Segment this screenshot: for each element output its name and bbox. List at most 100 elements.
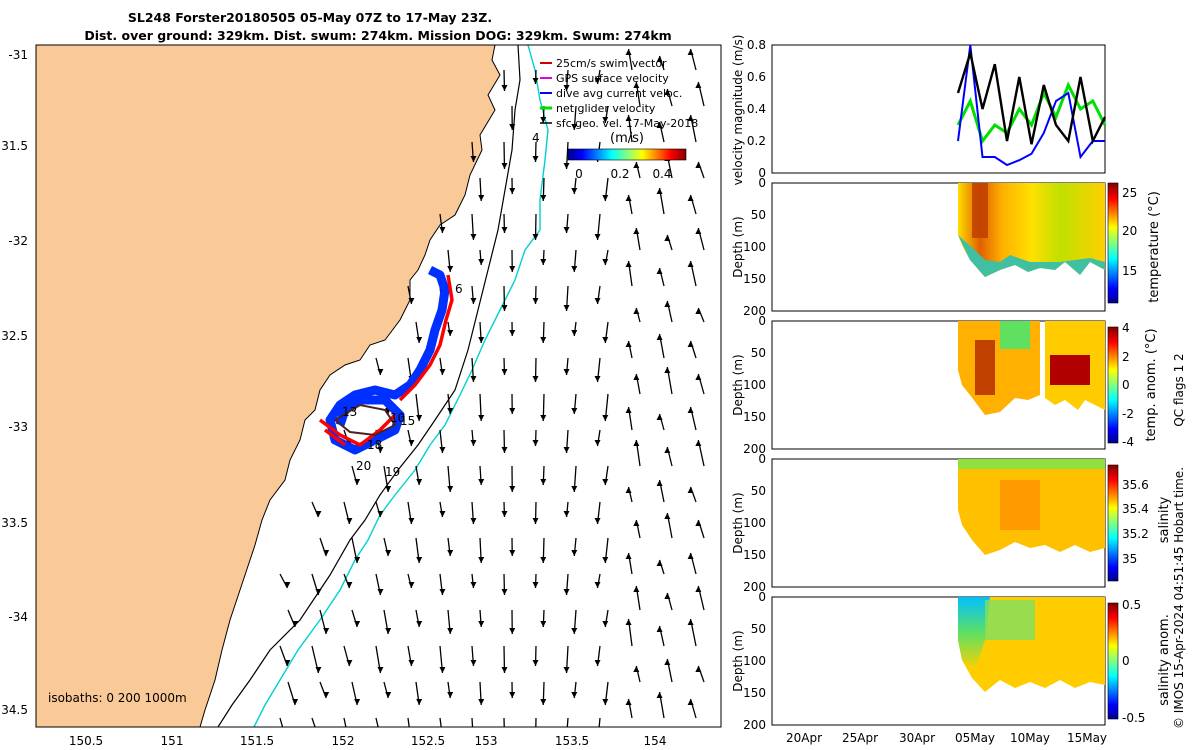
map-lon-ticks: 150.5 151 151.5 152 152.5 153 153.5 154 [69,734,667,748]
velocity-vector-head [346,518,353,524]
sal-cbar-tick-1: 35.4 [1122,502,1149,516]
velocity-vector-head [533,738,539,744]
velocity-vector-head [656,334,663,340]
day-label-13: 13 [342,405,357,419]
velocity-vector-head [687,195,694,201]
velocity-vector-head [664,301,671,307]
velocity-vector-head [633,162,640,168]
velocity-vector-head [439,667,446,673]
velocity-vector [471,717,474,727]
tanom-ytick-1: 50 [751,346,766,360]
sanom-ytick-0: 0 [758,590,766,604]
vel-ytick-2: 0.4 [747,102,766,116]
velocity-vector-head [501,511,508,517]
velocity-vector-head [416,337,423,343]
sanom-cbar-tick-0: 0.5 [1122,598,1141,612]
land-area [36,45,501,727]
sal-ytick-1: 50 [751,484,766,498]
velocity-vector-head [509,266,516,272]
velocity-vector-head [509,188,516,194]
vel-ytick-0: 0.8 [747,38,766,52]
velocity-vector-head [439,227,446,233]
lat-tick-7: 34.5 [1,703,28,717]
lat-tick-6: -34 [8,610,28,624]
velocity-vector-head [695,162,702,168]
velocity-vector-head [501,227,508,233]
temp-cbar-tick-2: 15 [1122,264,1137,278]
lat-tick-1: 31.5 [1,139,28,153]
day-label-15: 15 [400,414,415,428]
qc-flags-note: QC flags 1 2 [1172,353,1186,426]
velocity-vector-head [656,560,663,566]
velocity-vector [439,717,442,727]
xtick-20apr: 20Apr [786,731,822,745]
velocity-vector-head [594,298,601,304]
sanom-cbar-tick-1: 0 [1122,654,1130,668]
velocity-vector [375,717,379,727]
time-axis: 20Apr 25Apr 30Apr 05May 10May 15May [786,731,1107,745]
velocity-vector-head [695,82,702,88]
sal-cbar-tick-3: 35 [1122,552,1137,566]
velocity-vector-head [625,115,632,121]
temp-ytick-0: 0 [758,176,766,190]
velocity-vector-head [509,486,516,492]
velocity-vector-head [377,589,384,595]
salinity-anomaly-panel: 0 50 100 150 200 Depth (m) 0.5 0 -0.5 sa… [731,590,1172,732]
sanom-ytick-2: 100 [743,654,766,668]
velocity-vector-head [532,156,539,162]
velocity-vector-head [354,479,361,485]
velocity-vector-head [377,447,384,453]
velocity-vector-head [478,337,485,343]
velocity-vector-head [656,268,663,274]
tanom-cbar-tick-1: 2 [1122,350,1130,364]
velocity-vector-head [416,557,423,563]
velocity-vector-head [532,78,539,84]
temp-ytick-1: 50 [751,208,766,222]
tanom-ytick-4: 200 [743,442,766,456]
velocity-vector-head [470,440,477,446]
velocity-vector-head [571,692,578,698]
temp-cbar-tick-1: 20 [1122,224,1137,238]
velocity-vector-head [695,666,702,672]
velocity-vector-head [594,78,601,84]
sanom-ytick-1: 50 [751,622,766,636]
velocity-vector-head [416,479,423,485]
velocity-vector-head [602,259,609,265]
velocity-vector-head [509,124,516,130]
velocity-vector-head [532,660,539,666]
velocity-series-1 [957,44,1105,167]
map-colorbar-tick-2: 0.4 [652,167,671,181]
velocity-vector-head [571,330,578,336]
velocity-vector-head [377,369,384,375]
copyright-note: © IMOS 15-Apr-2024 04:51:45 Hobart time. [1172,467,1186,729]
velocity-vector-head [478,699,485,705]
velocity-vector-head [602,479,609,485]
velocity-vector-head [602,699,609,705]
velocity-vector-head [470,298,477,304]
tanom-ytick-2: 100 [743,378,766,392]
velocity-vector-head [532,518,539,524]
velocity-vector-head [447,628,454,634]
velocity-vector-head [664,367,671,373]
sal-ytick-2: 100 [743,516,766,530]
velocity-vector-head [532,234,539,240]
tanom-cbar-tick-3: -2 [1122,407,1134,421]
xtick-15may: 15May [1067,731,1107,745]
velocity-vector-head [447,266,454,272]
velocity-vector-head [447,486,454,492]
velocity-vector-head [408,582,415,588]
velocity-vector-head [346,660,353,666]
velocity-vector-head [540,117,547,123]
velocity-vector-head [478,479,485,485]
temp-cbar-tick-0: 25 [1122,186,1137,200]
day-label-20: 20 [356,459,371,473]
velocity-vector-head [346,582,353,588]
temp-colorbar [1107,182,1119,304]
map-legend: 25cm/s swim vector GPS surface velocity … [540,57,698,130]
velocity-vector [343,717,347,727]
map-lat-ticks: -31 31.5 -32 32.5 -33 33.5 -34 34.5 [1,48,28,717]
sal-cbar-label: salinity [1157,496,1172,543]
sanom-ylabel: Depth (m) [731,630,745,691]
velocity-vector-head [439,589,446,595]
velocity-vector-head [408,518,415,524]
